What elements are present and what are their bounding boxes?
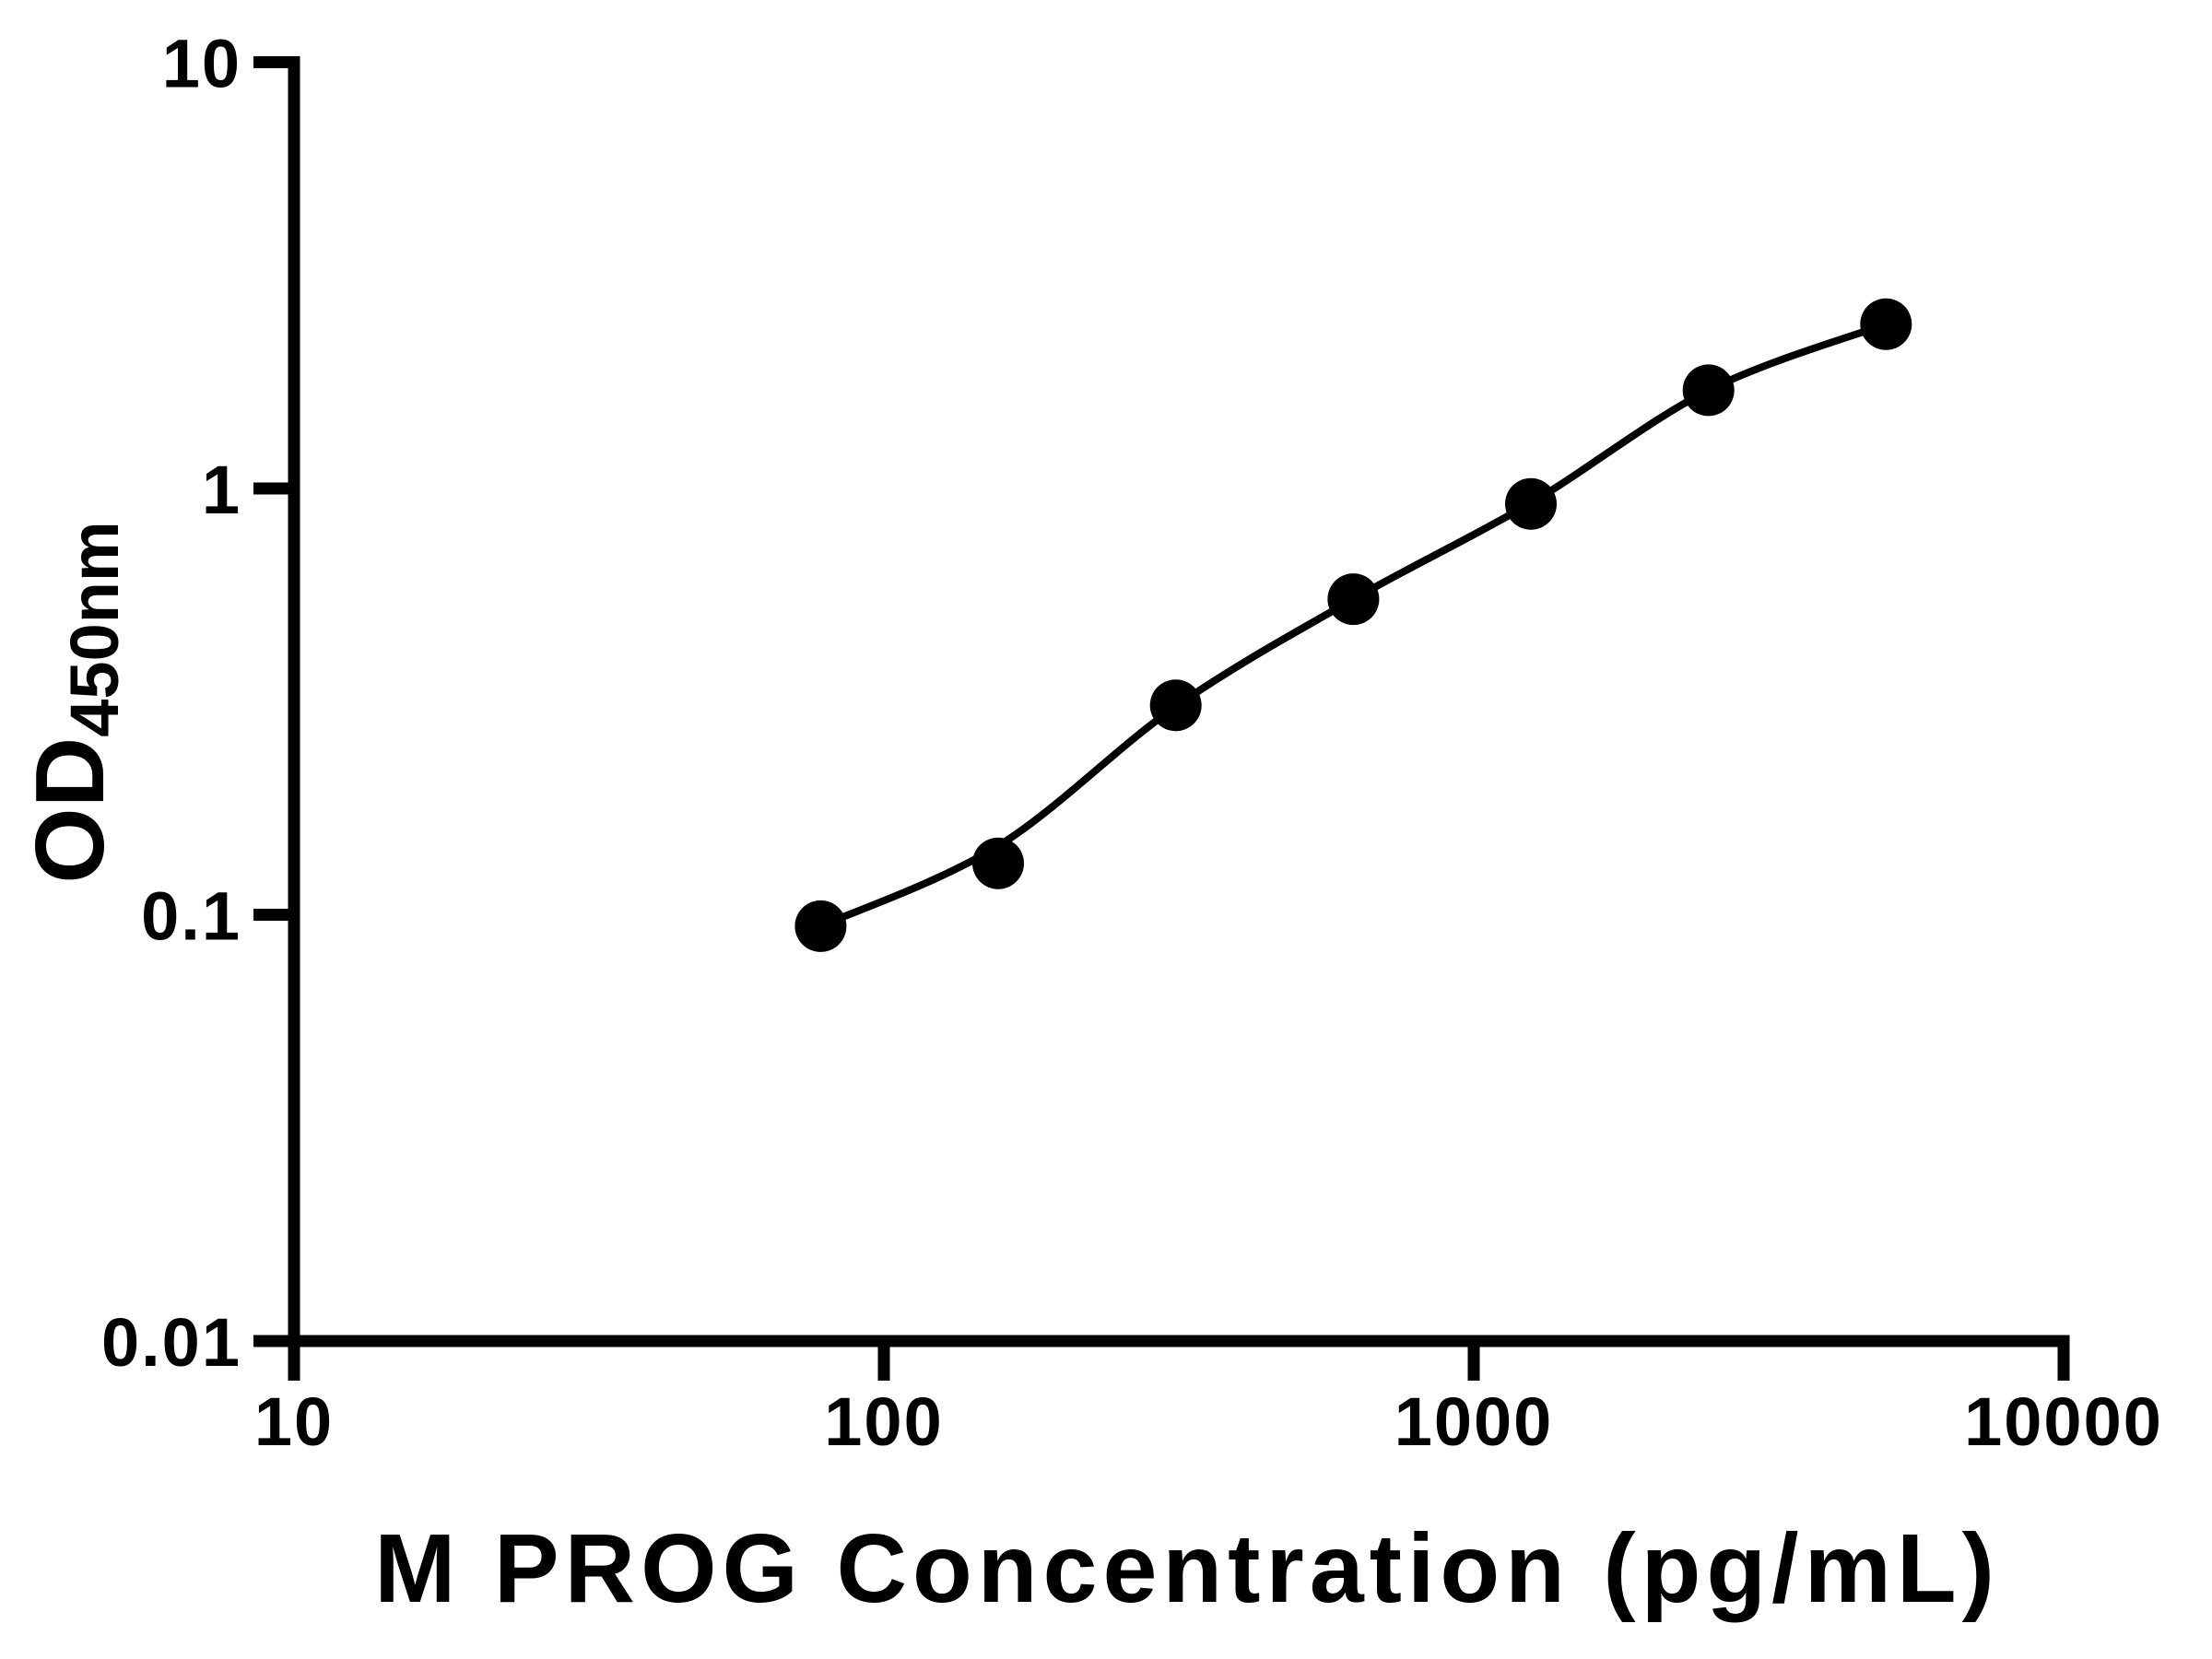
x-axis-title: M PROG Concentration (pg/mL) (374, 1514, 2000, 1623)
data-point-5 (1505, 477, 1557, 530)
data-point-7 (1860, 298, 1912, 350)
x-tick-label-100: 100 (824, 1383, 943, 1460)
y-tick-label-0.1: 0.1 (141, 878, 241, 955)
data-point-1 (794, 900, 847, 952)
data-point-2 (972, 837, 1024, 889)
data-point-4 (1327, 573, 1380, 626)
y-axis-title-sub: 450nm (56, 521, 133, 736)
x-tick-label-10000: 10000 (1964, 1383, 2163, 1460)
data-series (794, 298, 1912, 952)
y-axis-title: OD450nm (16, 521, 133, 883)
y-tick-label-1: 1 (202, 452, 241, 528)
y-tick-label-0.01: 0.01 (101, 1304, 241, 1381)
x-tick-label-1000: 1000 (1394, 1383, 1554, 1460)
data-point-3 (1149, 679, 1202, 732)
data-point-6 (1682, 364, 1735, 417)
fit-curve-line (818, 320, 1888, 930)
y-axis-title-main: OD (16, 737, 124, 884)
y-tick-label-10: 10 (162, 26, 241, 102)
x-tick-label-10: 10 (254, 1383, 334, 1460)
